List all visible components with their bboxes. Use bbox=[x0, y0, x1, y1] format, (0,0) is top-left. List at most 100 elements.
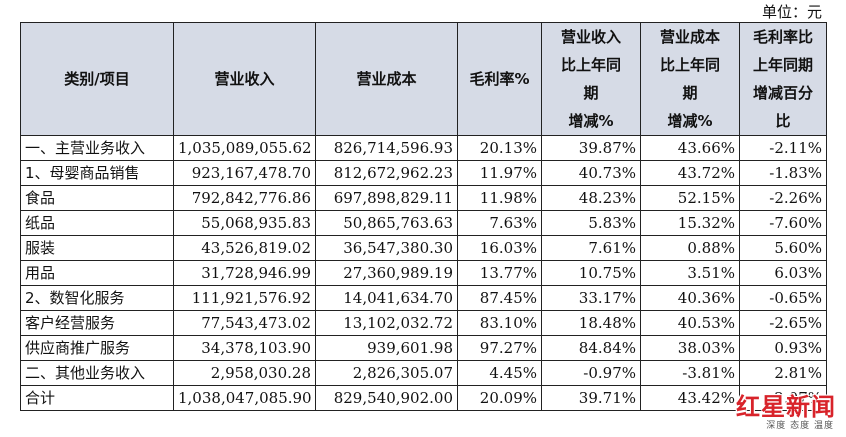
cell-cost-change: -3.81% bbox=[640, 360, 740, 386]
cell-revenue: 43,526,819.02 bbox=[173, 235, 316, 261]
header-line: 营业收入 bbox=[560, 28, 621, 46]
header-revenue: 营业收入 bbox=[173, 22, 316, 136]
cell-cost: 13,102,032.72 bbox=[315, 310, 458, 336]
cell-margin-change: -2.65% bbox=[739, 310, 827, 336]
cell-cost-change: 38.03% bbox=[640, 335, 740, 361]
table-row: 合计 1,038,047,085.90 829,540,902.00 20.09% 39… bbox=[20, 385, 827, 411]
revenue-table: 类别/项目 营业收入 营业成本 毛利率% 营业收入 比上年同 期 增减% 营业成… bbox=[20, 22, 827, 411]
cell-margin-change: -7.60% bbox=[739, 210, 827, 236]
watermark-logo: 红星新闻 深度 态度 温度 bbox=[726, 387, 836, 431]
cell-rev-change: 39.71% bbox=[541, 385, 641, 411]
cell-rev-change: 48.23% bbox=[541, 185, 641, 211]
cell-cost: 812,672,962.23 bbox=[315, 160, 458, 186]
cell-margin-change: 0.93% bbox=[739, 335, 827, 361]
table-row: 一、主营业务收入 1,035,089,055.62 826,714,596.93 20… bbox=[20, 135, 827, 161]
cell-revenue: 2,958,030.28 bbox=[173, 360, 316, 386]
cell-category: 合计 bbox=[20, 385, 174, 411]
table-row: 二、其他业务收入 2,958,030.28 2,826,305.07 4.45% -0.… bbox=[20, 360, 827, 386]
header-line: 上年同期 bbox=[752, 56, 813, 74]
cell-cost-change: 0.88% bbox=[640, 235, 740, 261]
header-cost-change: 营业成本 比上年同 期 增减% bbox=[640, 22, 740, 136]
cell-margin-change: -2.26% bbox=[739, 185, 827, 211]
cell-revenue: 1,038,047,085.90 bbox=[173, 385, 316, 411]
cell-margin: 11.98% bbox=[457, 185, 542, 211]
cell-category: 纸品 bbox=[20, 210, 174, 236]
cell-rev-change: 39.87% bbox=[541, 135, 641, 161]
cell-category: 供应商推广服务 bbox=[20, 335, 174, 361]
header-line: 营业成本 bbox=[659, 28, 720, 46]
cell-margin-change: 2.81% bbox=[739, 360, 827, 386]
cell-cost: 2,826,305.07 bbox=[315, 360, 458, 386]
cell-cost-change: 52.15% bbox=[640, 185, 740, 211]
cell-rev-change: 33.17% bbox=[541, 285, 641, 311]
header-line: 比上年同 bbox=[659, 56, 720, 74]
header-margin-change: 毛利率比 上年同期 增减百分 比 bbox=[739, 22, 827, 136]
cell-category: 客户经营服务 bbox=[20, 310, 174, 336]
cell-revenue: 34,378,103.90 bbox=[173, 335, 316, 361]
cell-revenue: 923,167,478.70 bbox=[173, 160, 316, 186]
cell-category: 一、主营业务收入 bbox=[20, 135, 174, 161]
cell-revenue: 55,068,935.83 bbox=[173, 210, 316, 236]
cell-rev-change: 84.84% bbox=[541, 335, 641, 361]
cell-category: 1、母婴商品销售 bbox=[20, 160, 174, 186]
cell-cost: 697,898,829.11 bbox=[315, 185, 458, 211]
cell-cost-change: 43.66% bbox=[640, 135, 740, 161]
cell-category: 2、数智化服务 bbox=[20, 285, 174, 311]
table-row: 客户经营服务 77,543,473.02 13,102,032.72 83.10% 18… bbox=[20, 310, 827, 336]
cell-margin: 97.27% bbox=[457, 335, 542, 361]
cell-cost-change: 3.51% bbox=[640, 260, 740, 286]
cell-margin-change: -2.11% bbox=[739, 135, 827, 161]
header-line: 增减% bbox=[568, 112, 614, 130]
cell-rev-change: 7.61% bbox=[541, 235, 641, 261]
header-category: 类别/项目 bbox=[20, 22, 174, 136]
cell-cost: 829,540,902.00 bbox=[315, 385, 458, 411]
cell-margin: 4.45% bbox=[457, 360, 542, 386]
watermark-tagline: 深度 态度 温度 bbox=[766, 421, 834, 431]
cell-margin-change: -0.65% bbox=[739, 285, 827, 311]
cell-cost-change: 40.53% bbox=[640, 310, 740, 336]
cell-revenue: 31,728,946.99 bbox=[173, 260, 316, 286]
cell-cost-change: 43.42% bbox=[640, 385, 740, 411]
cell-category: 服装 bbox=[20, 235, 174, 261]
cell-margin-change: -1.83% bbox=[739, 160, 827, 186]
cell-margin: 13.77% bbox=[457, 260, 542, 286]
unit-label: 单位：元 bbox=[761, 3, 822, 21]
watermark-title: 红星新闻 bbox=[736, 393, 836, 421]
table-row: 用品 31,728,946.99 27,360,989.19 13.77% 10.75%… bbox=[20, 260, 827, 286]
table-row: 食品 792,842,776.86 697,898,829.11 11.98% 48.2… bbox=[20, 185, 827, 211]
cell-margin: 11.97% bbox=[457, 160, 542, 186]
table-row: 2、数智化服务 111,921,576.92 14,041,634.70 87.45%… bbox=[20, 285, 827, 311]
cell-margin: 16.03% bbox=[457, 235, 542, 261]
cell-cost: 27,360,989.19 bbox=[315, 260, 458, 286]
cell-margin: 20.09% bbox=[457, 385, 542, 411]
cell-rev-change: -0.97% bbox=[541, 360, 641, 386]
header-row: 类别/项目 营业收入 营业成本 毛利率% 营业收入 比上年同 期 增减% 营业成… bbox=[20, 22, 827, 136]
cell-rev-change: 18.48% bbox=[541, 310, 641, 336]
cell-margin-change: -2.07% bbox=[739, 385, 827, 411]
table-row: 供应商推广服务 34,378,103.90 939,601.98 97.27% 84.8… bbox=[20, 335, 827, 361]
header-line: 比 bbox=[775, 112, 791, 130]
cell-cost-change: 43.72% bbox=[640, 160, 740, 186]
header-cost: 营业成本 bbox=[315, 22, 458, 136]
cell-category: 二、其他业务收入 bbox=[20, 360, 174, 386]
cell-margin: 83.10% bbox=[457, 310, 542, 336]
header-margin: 毛利率% bbox=[457, 22, 542, 136]
header-line: 毛利率比 bbox=[752, 28, 813, 46]
header-line: 期 bbox=[682, 84, 698, 102]
cell-revenue: 111,921,576.92 bbox=[173, 285, 316, 311]
header-line: 比上年同 bbox=[560, 56, 621, 74]
header-revenue-change: 营业收入 比上年同 期 增减% bbox=[541, 22, 641, 136]
cell-cost: 826,714,596.93 bbox=[315, 135, 458, 161]
table-row: 纸品 55,068,935.83 50,865,763.63 7.63% 5.83% 15… bbox=[20, 210, 827, 236]
cell-margin-change: 6.03% bbox=[739, 260, 827, 286]
cell-category: 用品 bbox=[20, 260, 174, 286]
cell-cost-change: 40.36% bbox=[640, 285, 740, 311]
cell-revenue: 792,842,776.86 bbox=[173, 185, 316, 211]
cell-margin: 20.13% bbox=[457, 135, 542, 161]
cell-rev-change: 40.73% bbox=[541, 160, 641, 186]
cell-margin-change: 5.60% bbox=[739, 235, 827, 261]
header-line: 期 bbox=[583, 84, 599, 102]
cell-margin: 87.45% bbox=[457, 285, 542, 311]
table-row: 服装 43,526,819.02 36,547,380.30 16.03% 7.61% 0… bbox=[20, 235, 827, 261]
cell-cost: 14,041,634.70 bbox=[315, 285, 458, 311]
